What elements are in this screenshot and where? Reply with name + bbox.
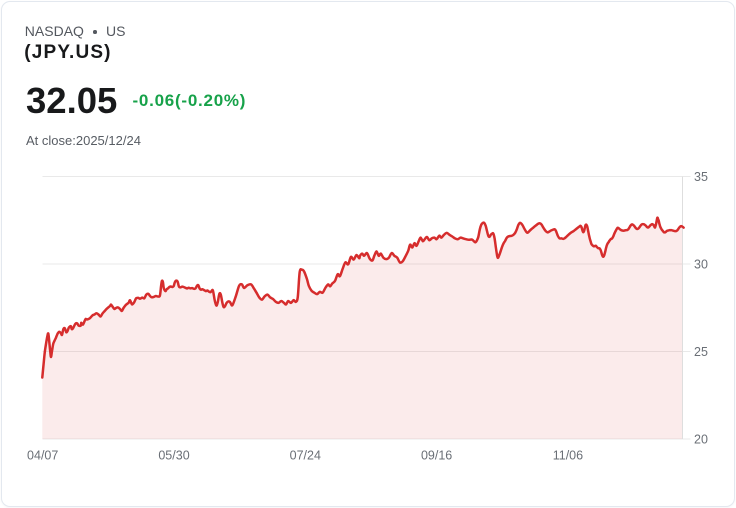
- svg-text:20: 20: [694, 432, 708, 446]
- svg-text:11/06: 11/06: [553, 449, 583, 463]
- svg-text:09/16: 09/16: [421, 449, 452, 463]
- svg-text:25: 25: [694, 345, 708, 359]
- svg-text:07/24: 07/24: [290, 449, 321, 463]
- svg-text:05/30: 05/30: [158, 449, 189, 463]
- svg-text:35: 35: [694, 170, 708, 184]
- svg-text:04/07: 04/07: [27, 449, 58, 463]
- svg-text:30: 30: [694, 257, 708, 271]
